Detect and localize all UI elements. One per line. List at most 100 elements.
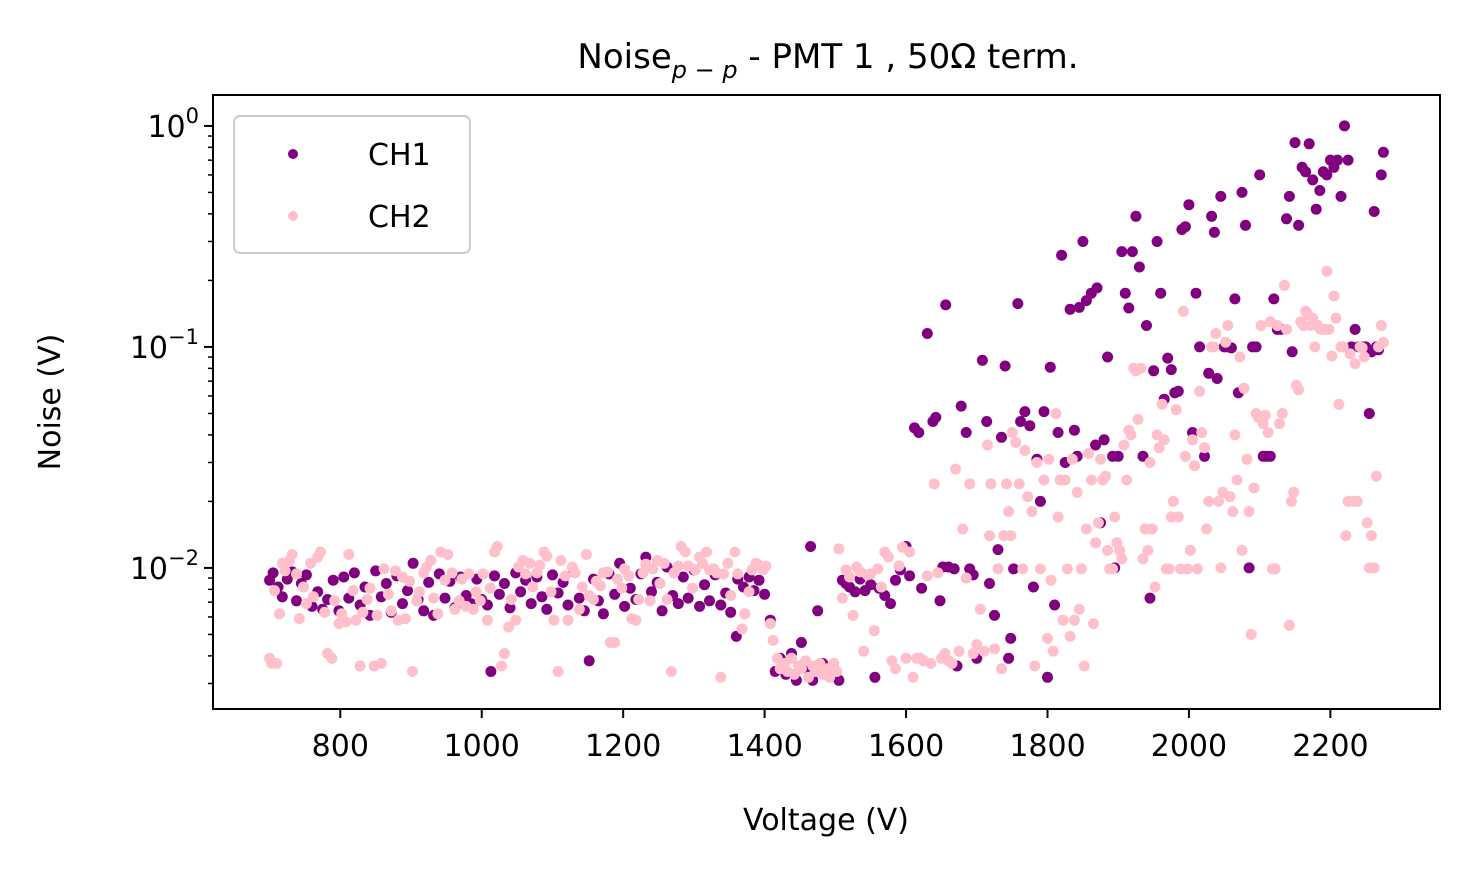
point-ch2-361 — [1358, 351, 1370, 363]
point-ch2-142 — [760, 560, 772, 572]
point-ch2-49 — [432, 608, 444, 620]
point-ch2-36 — [385, 605, 397, 617]
point-ch1-46 — [498, 578, 510, 589]
point-ch2-346 — [1323, 323, 1335, 335]
point-ch2-236 — [1064, 630, 1076, 642]
point-ch2-180 — [893, 560, 905, 572]
point-ch2-144 — [767, 634, 779, 646]
y-tick-base: 10 — [130, 331, 168, 366]
point-ch2-64 — [484, 582, 496, 594]
point-ch2-114 — [661, 594, 673, 605]
x-tick-label-1800: 1800 — [1009, 729, 1085, 764]
point-ch1-246 — [1339, 120, 1350, 132]
point-ch2-349 — [1330, 312, 1342, 324]
point-ch1-123 — [890, 574, 901, 586]
point-ch2-80 — [541, 550, 553, 562]
point-ch1-126 — [904, 570, 916, 582]
point-ch2-119 — [679, 546, 691, 558]
point-ch2-61 — [474, 595, 486, 607]
point-ch1-21 — [370, 565, 382, 577]
point-ch2-74 — [520, 568, 532, 580]
point-ch2-105 — [630, 614, 642, 626]
point-ch2-298 — [1210, 328, 1222, 339]
point-ch1-105 — [805, 541, 817, 552]
point-ch2-219 — [1019, 445, 1031, 456]
point-ch1-28 — [407, 557, 419, 569]
point-ch2-135 — [736, 623, 748, 635]
y-tick-base: 10 — [130, 552, 168, 587]
point-ch2-319 — [1259, 409, 1271, 421]
point-ch2-311 — [1241, 453, 1253, 465]
point-ch1-31 — [423, 576, 435, 588]
point-ch1-111 — [833, 674, 845, 686]
point-ch2-8 — [286, 549, 298, 560]
point-ch1-62 — [583, 655, 595, 667]
point-ch1-161 — [1038, 406, 1050, 418]
point-ch2-132 — [725, 590, 737, 601]
point-ch2-208 — [989, 643, 1000, 655]
point-ch2-27 — [354, 660, 366, 672]
y-tick-exponent: −1 — [168, 325, 199, 349]
point-ch2-25 — [347, 585, 359, 597]
point-ch2-288 — [1187, 434, 1198, 446]
point-ch2-304 — [1224, 491, 1236, 503]
chart-title-subscript: p − p — [671, 56, 738, 84]
point-ch2-237 — [1066, 453, 1078, 465]
point-ch1-145 — [981, 416, 993, 427]
point-ch1-130 — [921, 328, 933, 339]
point-ch1-171 — [1073, 301, 1085, 313]
point-ch1-118 — [865, 579, 877, 591]
point-ch2-329 — [1283, 619, 1295, 631]
point-ch1-163 — [1044, 361, 1056, 373]
point-ch2-366 — [1370, 470, 1382, 482]
point-ch2-226 — [1042, 632, 1053, 644]
point-ch1-96 — [759, 588, 771, 600]
point-ch2-91 — [580, 549, 592, 560]
point-ch2-85 — [559, 570, 571, 582]
point-ch2-245 — [1085, 474, 1097, 486]
point-ch2-2 — [269, 585, 280, 597]
point-ch2-10 — [293, 613, 305, 625]
point-ch2-251 — [1100, 470, 1111, 482]
point-ch1-232 — [1289, 137, 1301, 149]
x-tick-label-1400: 1400 — [726, 729, 802, 764]
point-ch2-29 — [361, 594, 373, 605]
point-ch1-89 — [725, 606, 737, 618]
point-ch2-53 — [446, 567, 458, 579]
point-ch2-320 — [1262, 427, 1274, 438]
point-ch2-67 — [496, 660, 507, 672]
point-ch1-230 — [1283, 190, 1295, 202]
legend-label-ch1: CH1 — [368, 138, 431, 173]
point-ch2-23 — [340, 616, 352, 628]
point-ch2-218 — [1017, 563, 1029, 575]
point-ch2-103 — [623, 570, 635, 582]
point-ch2-255 — [1109, 511, 1121, 523]
point-ch1-135 — [940, 299, 952, 311]
point-ch1-196 — [1162, 352, 1174, 364]
point-ch1-81 — [682, 592, 694, 604]
point-ch2-124 — [696, 557, 708, 569]
point-ch1-157 — [1024, 420, 1036, 432]
point-ch1-197 — [1165, 364, 1177, 376]
point-ch2-60 — [470, 586, 482, 598]
point-ch2-149 — [786, 652, 797, 664]
point-ch2-43 — [411, 595, 423, 607]
point-ch2-271 — [1146, 523, 1158, 535]
point-ch2-362 — [1361, 517, 1373, 529]
point-ch2-101 — [616, 582, 628, 594]
point-ch2-284 — [1177, 305, 1189, 317]
point-ch1-84 — [699, 579, 710, 591]
point-ch2-201 — [967, 648, 979, 659]
point-ch1-245 — [1335, 190, 1347, 202]
point-ch2-282 — [1172, 511, 1184, 523]
point-ch1-121 — [879, 590, 891, 601]
point-ch1-3 — [276, 591, 288, 603]
point-ch1-146 — [984, 578, 995, 589]
point-ch2-221 — [1026, 506, 1038, 517]
point-ch1-221 — [1250, 341, 1262, 353]
x-tick-label-800: 800 — [312, 729, 369, 764]
point-ch1-222 — [1254, 169, 1266, 181]
point-ch2-235 — [1061, 563, 1073, 575]
point-ch2-4 — [274, 608, 285, 620]
